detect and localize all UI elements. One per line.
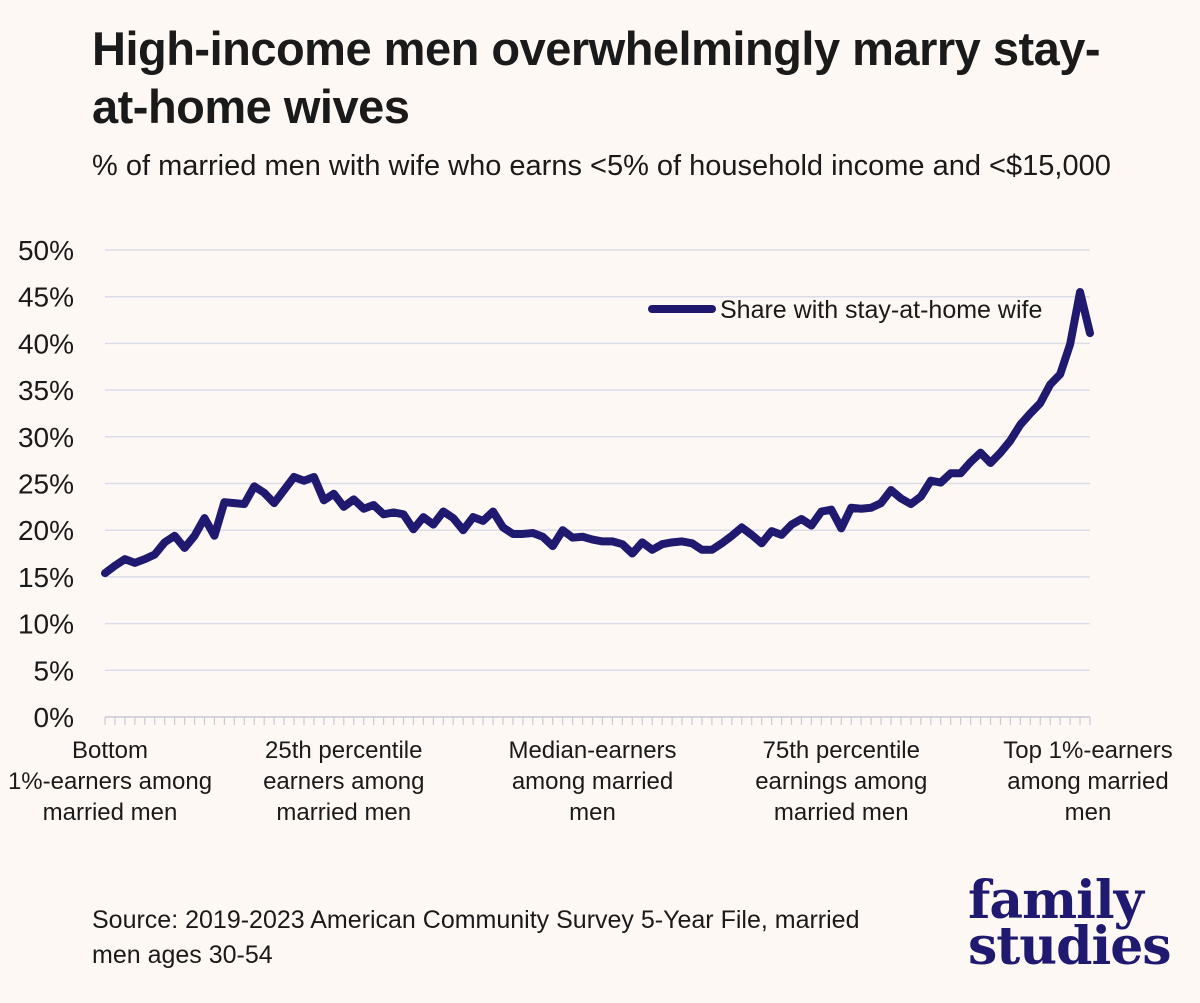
series-line: [101, 288, 1094, 578]
logo-line-1: family: [968, 870, 1144, 931]
y-tick-label: 40%: [18, 328, 74, 359]
x-category-label: Top 1%-earners among married men: [1003, 737, 1172, 826]
chart-subtitle: % of married men with wife who earns <5%…: [92, 150, 1111, 182]
y-axis-ticks: 0% 5% 10% 15% 20% 25% 30% 35% 40% 45% 50%: [18, 235, 74, 733]
series-lines: [101, 288, 1094, 578]
x-axis-category-labels: Bottom 1%-earners among married men 25th pe…: [8, 737, 1173, 826]
family-studies-logo: family studies: [968, 870, 1178, 977]
y-tick-label: 0%: [34, 702, 74, 733]
y-tick-label: 45%: [18, 282, 74, 313]
y-tick-label: 50%: [18, 235, 74, 266]
x-axis: [104, 716, 1091, 725]
chart-title: High-income men overwhelmingly marry sta…: [92, 22, 1101, 133]
source-note: Source: 2019-2023 American Community Sur…: [92, 906, 860, 969]
y-tick-label: 30%: [18, 422, 74, 453]
y-tick-label: 10%: [18, 609, 74, 640]
legend-label: Share with stay-at-home wife: [720, 296, 1042, 324]
legend: Share with stay-at-home wife: [648, 296, 1042, 324]
x-category-label: Bottom 1%-earners among married men: [8, 737, 212, 826]
x-category-label: 25th percentile earners among married men: [263, 737, 424, 826]
y-tick-label: 25%: [18, 469, 74, 500]
y-tick-label: 15%: [18, 562, 74, 593]
x-category-label: 75th percentile earnings among married men: [755, 737, 927, 826]
x-category-label: Median-earners among married men: [508, 737, 676, 826]
y-tick-label: 5%: [34, 655, 74, 686]
logo-line-2: studies: [968, 916, 1172, 977]
y-tick-label: 35%: [18, 375, 74, 406]
y-tick-label: 20%: [18, 515, 74, 546]
